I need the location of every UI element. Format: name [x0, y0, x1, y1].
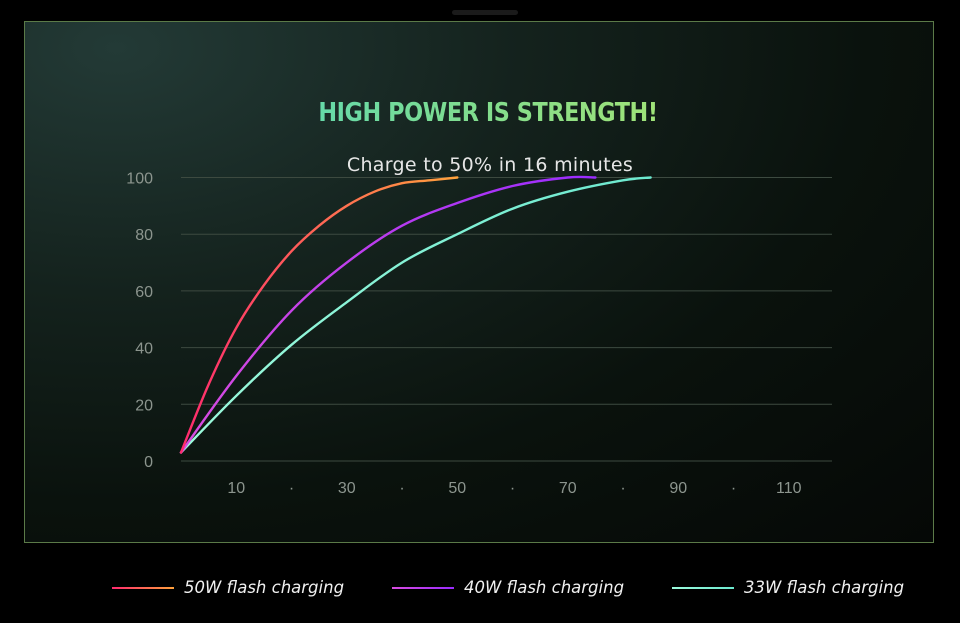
legend-swatch-40w [392, 587, 454, 589]
legend-swatch-33w [672, 587, 734, 589]
x-tick-label: · [289, 480, 294, 497]
x-tick-label: 10 [227, 480, 245, 497]
y-tick-label: 80 [135, 227, 153, 244]
legend-label-33w: 33W flash charging [744, 578, 905, 597]
y-tick-label: 60 [135, 284, 153, 301]
series-line-50w [179, 176, 459, 454]
series-line-33w [179, 176, 652, 454]
legend: 50W flash charging 40W flash charging 33… [0, 576, 960, 600]
x-tick-label: · [620, 480, 625, 497]
series-lines [179, 175, 652, 454]
x-tick-label: 50 [448, 480, 466, 497]
x-tick-label: · [510, 480, 515, 497]
y-tick-label: 40 [135, 341, 153, 358]
legend-swatch-50w [112, 587, 174, 589]
series-line-40w [179, 175, 597, 454]
chart-subtitle: Charge to 50% in 16 minutes [346, 154, 634, 176]
legend-label-40w: 40W flash charging [464, 578, 625, 597]
chart-panel: HIGH POWER IS STRENGTH! Charge to 50% in… [24, 21, 934, 543]
grid-lines [181, 177, 832, 462]
x-tick-label: 90 [669, 480, 687, 497]
y-tick-label: 20 [135, 397, 153, 414]
x-tick-label: 30 [338, 480, 356, 497]
x-tick-label: · [731, 480, 736, 497]
top-notch [452, 10, 518, 15]
y-axis: 0 20 40 60 80 100 [126, 171, 153, 472]
legend-label-50w: 50W flash charging [184, 578, 345, 597]
x-tick-label: 70 [559, 480, 577, 497]
y-tick-label: 0 [144, 454, 153, 471]
x-axis: 10 · 30 · 50 · 70 · 90 · 110 [227, 480, 801, 497]
y-tick-label: 100 [126, 171, 153, 188]
x-tick-label: 110 [776, 480, 802, 497]
x-tick-label: · [399, 480, 404, 497]
chart-title: HIGH POWER IS STRENGTH! [90, 98, 886, 128]
